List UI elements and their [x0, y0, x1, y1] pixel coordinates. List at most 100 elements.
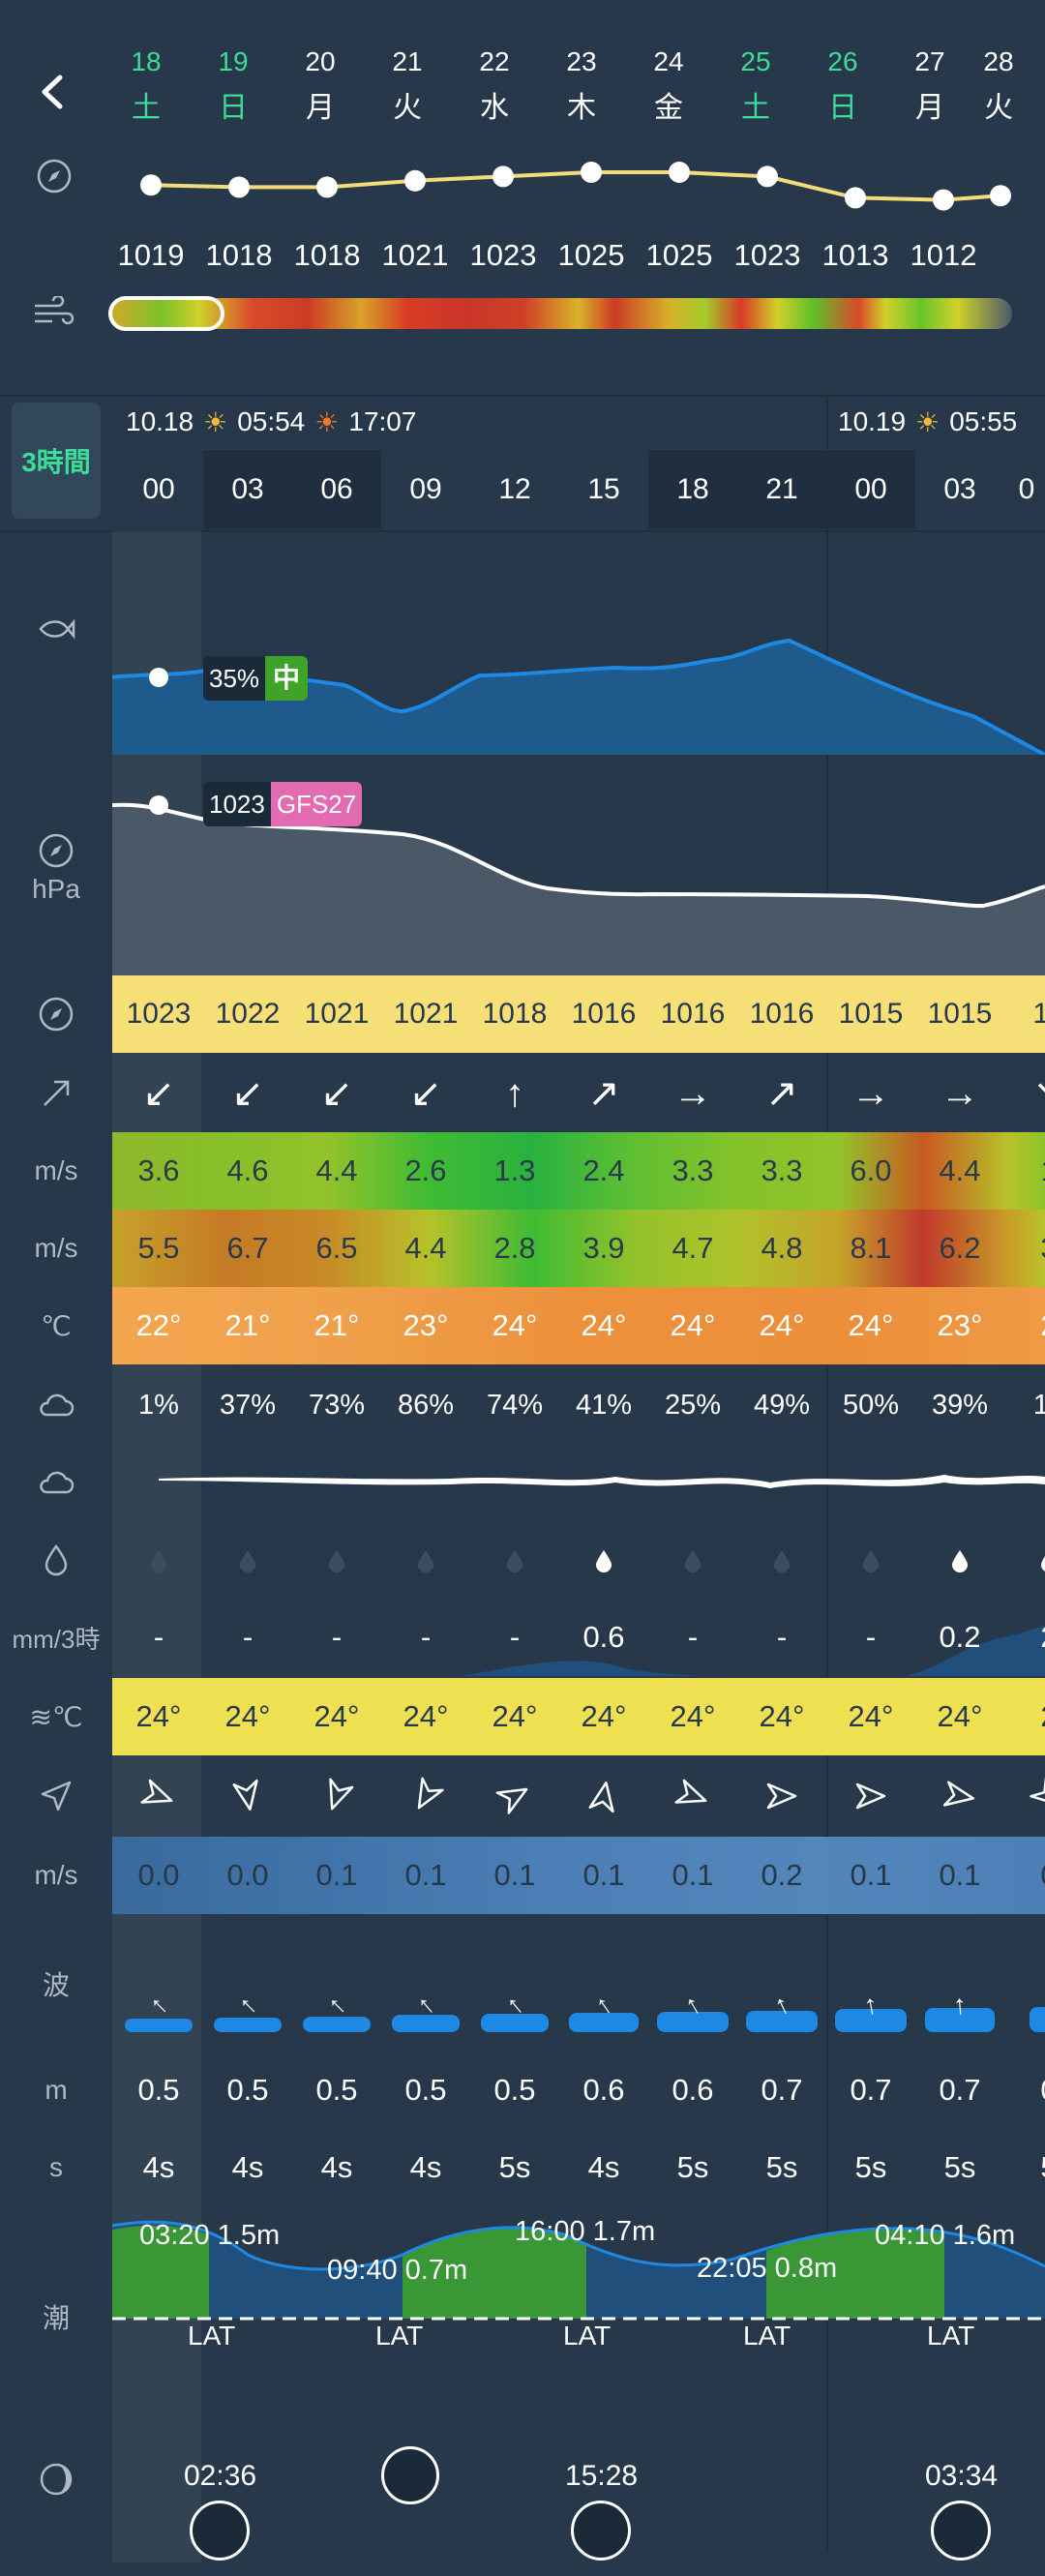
day-number: 21 [392, 46, 423, 76]
rain-value: 0.6 [582, 1620, 625, 1654]
gust-speed-value: 3.9 [582, 1231, 625, 1265]
hour-label[interactable]: 06 [292, 450, 381, 529]
hour-label[interactable]: 12 [498, 473, 531, 505]
date-label: 10.19 [838, 406, 907, 436]
raindrop-icon [950, 1548, 970, 1578]
day-number: 23 [566, 46, 597, 76]
day-column-5[interactable]: 23 木 [538, 46, 625, 126]
wave-direction-icon: ↑ [125, 1990, 193, 2032]
wind-speed-value: 1.3 [493, 1153, 536, 1187]
pressure-value: 1016 [749, 998, 815, 1030]
wave-period-value: 4s [409, 2150, 442, 2184]
current-direction-icon [674, 1779, 710, 1818]
day-column-2[interactable]: 20 月 [277, 46, 364, 126]
pressure-point [316, 176, 338, 198]
current-speed-value: 0.1 [939, 1858, 981, 1892]
hour-label[interactable]: 0 [1018, 473, 1035, 505]
wave-direction-icon: ↑ [303, 1990, 371, 2032]
wave-height-value: 0.6 [672, 2073, 714, 2107]
day-column-8[interactable]: 26 日 [799, 46, 886, 126]
water-temperature-row [112, 1678, 1045, 1755]
rain-value: - [865, 1620, 877, 1654]
hour-label[interactable]: 03 [203, 450, 292, 529]
hpa-label: hPa [32, 874, 80, 904]
rain-value: - [242, 1620, 254, 1654]
day-column-4[interactable]: 22 水 [451, 46, 538, 126]
wind-speed-value: 2.4 [582, 1153, 625, 1187]
pressure-value: 1021 [304, 998, 370, 1030]
day-column-0[interactable]: 18 土 [103, 46, 190, 126]
interval-button[interactable]: 3時間 [12, 403, 101, 519]
cloud-cover-value: 74% [486, 1390, 544, 1421]
wind-timeline-bar[interactable] [108, 298, 1012, 329]
chevron-left-icon [42, 75, 63, 109]
wave-period-value: 5s [854, 2150, 887, 2184]
gust-speed-value: 4.4 [404, 1231, 447, 1265]
fish-icon [0, 610, 112, 648]
raindrop-icon [594, 1548, 613, 1578]
temperature-value: 23° [937, 1308, 983, 1342]
wind-speed-value: 4.6 [226, 1153, 269, 1187]
current-speed-row [112, 1837, 1045, 1914]
water-temperature-value: 24° [224, 1699, 271, 1733]
daily-pressure-value: 1025 [645, 238, 713, 272]
current-direction-icon [1030, 1777, 1045, 1818]
day-of-week: 日 [219, 92, 248, 124]
pressure-value: 1016 [660, 998, 726, 1030]
current-speed-value: 0.0 [137, 1858, 180, 1892]
tide-reference-label: LAT [188, 2321, 236, 2351]
day-of-week: 月 [915, 92, 944, 124]
day-column-9[interactable]: 27 月 [886, 46, 973, 126]
cloud-cover-value: 50% [842, 1390, 900, 1421]
day-number: 18 [131, 46, 162, 76]
wave-period-value: 5s [943, 2150, 976, 2184]
wave-direction-icon: ↑ [746, 1989, 818, 2032]
hour-label[interactable]: 15 [587, 473, 620, 505]
pressure-tooltip-model: GFS27 [270, 782, 363, 826]
fish-tooltip-value: 35% [203, 656, 266, 701]
hour-label[interactable]: 00 [142, 473, 175, 505]
sunrise-time: 05:54 [237, 406, 306, 436]
wave-direction-icon: ↑ [925, 1989, 995, 2032]
water-temperature-value: 24° [403, 1699, 449, 1733]
cloud-icon [0, 1444, 112, 1521]
wave-direction-icon: ↑ [835, 1989, 907, 2032]
water-temperature-value: 24° [492, 1699, 538, 1733]
wind-bar-selection[interactable] [108, 296, 224, 331]
wind-direction-arrow: ↙ [142, 1072, 175, 1115]
gust-speed-value: 6.7 [226, 1231, 269, 1265]
wind-direction-arrow: ↗ [765, 1072, 798, 1115]
day-of-week: 月 [306, 92, 335, 124]
hour-label[interactable]: 00 [826, 450, 915, 529]
wind-direction-icon [0, 1055, 112, 1132]
current-direction-icon [942, 1779, 977, 1818]
back-button[interactable] [19, 58, 87, 126]
hour-label[interactable]: 03 [943, 473, 976, 505]
day-column-3[interactable]: 21 火 [364, 46, 451, 126]
tide-extreme-label: 03:20 1.5m [139, 2220, 281, 2251]
day-column-7[interactable]: 25 土 [712, 46, 799, 126]
water-temperature-value: 24° [937, 1699, 983, 1733]
day-column-1[interactable]: 19 日 [190, 46, 277, 126]
day-column-10[interactable]: 28 火 [968, 46, 1030, 126]
tide-extreme-label: 09:40 0.7m [327, 2255, 468, 2286]
day-column-6[interactable]: 24 金 [625, 46, 712, 126]
date-row-1: 10.18 ☀ 05:54 ☀ 17:07 [126, 403, 416, 441]
sunrise-icon: ☀ [915, 406, 940, 437]
raindrop-icon [772, 1548, 791, 1578]
current-direction-icon [495, 1779, 532, 1818]
wave-height-value: 0 [1004, 2052, 1045, 2129]
hour-label[interactable]: 21 [737, 450, 826, 529]
gust-speed-row [112, 1210, 1045, 1287]
hour-label[interactable]: 09 [409, 473, 442, 505]
cloud-icon [0, 1366, 112, 1444]
hour-label[interactable]: 18 [648, 450, 737, 529]
gust-speed-value: 6.2 [939, 1231, 981, 1265]
daily-pressure-value: 1025 [557, 238, 625, 272]
pressure-value: 1015 [838, 998, 904, 1030]
raindrop-icon [238, 1548, 257, 1578]
moon-time: 03:34 [925, 2460, 999, 2492]
tide-label: 潮 [42, 2303, 70, 2333]
gust-speed-value: 8.1 [850, 1231, 892, 1265]
current-direction-icon [764, 1779, 799, 1818]
